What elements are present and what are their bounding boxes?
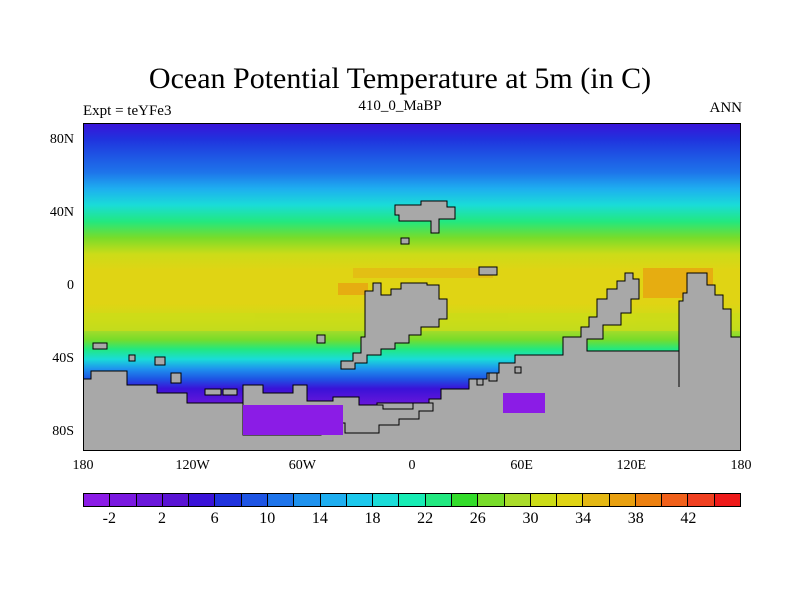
season-label: ANN bbox=[709, 100, 743, 116]
colorbar-tick-label: 10 bbox=[259, 510, 276, 527]
land-small bbox=[400, 237, 410, 245]
land-islet bbox=[154, 356, 166, 366]
land-islet bbox=[222, 388, 238, 396]
lon-tick-label: 0 bbox=[408, 458, 416, 473]
lat-tick-label: 80N bbox=[49, 132, 74, 148]
cold-patch bbox=[243, 393, 545, 435]
cold-water bbox=[243, 405, 343, 435]
colorbar-swatch bbox=[373, 494, 400, 506]
colorbar-tick-label: 38 bbox=[627, 510, 644, 527]
colorbar-swatch bbox=[504, 494, 531, 506]
lon-tick-label: 180 bbox=[730, 458, 752, 473]
lon-tick-label: 120E bbox=[616, 458, 647, 473]
colorbar-swatch bbox=[241, 494, 268, 506]
map-frame bbox=[83, 123, 741, 451]
land-islet bbox=[92, 342, 108, 350]
land-central bbox=[340, 282, 448, 370]
land-islet bbox=[128, 354, 136, 362]
colorbar-tick-label: 18 bbox=[364, 510, 381, 527]
land-islet bbox=[170, 372, 182, 384]
lat-tick-label: 40S bbox=[52, 350, 74, 366]
colorbar-swatch bbox=[162, 494, 190, 506]
colorbar-swatch bbox=[714, 494, 741, 506]
experiment-label: Expt = teYFe3 bbox=[83, 103, 172, 119]
cold-water bbox=[503, 393, 545, 413]
colorbar-tick-label: -2 bbox=[102, 510, 116, 527]
colorbar-swatch bbox=[557, 494, 584, 506]
lat-tick-label: 80S bbox=[52, 423, 74, 439]
lon-tick-label: 60E bbox=[510, 458, 533, 473]
land-islet bbox=[316, 334, 326, 344]
colorbar-tick-label: 22 bbox=[417, 510, 434, 527]
lon-tick-label: 120W bbox=[175, 458, 210, 473]
colorbar-tick-label: 34 bbox=[575, 510, 592, 527]
colorbar-swatch bbox=[346, 494, 374, 506]
colorbar-swatch bbox=[399, 494, 426, 506]
colorbar-swatch bbox=[215, 494, 242, 506]
temperature-map bbox=[83, 123, 741, 451]
colorbar-tick-label: 2 bbox=[157, 510, 166, 527]
time-label: 410_0_MaBP bbox=[358, 98, 442, 114]
warm-patch bbox=[338, 283, 368, 295]
colorbar-tick-label: 26 bbox=[469, 510, 486, 527]
land-east bbox=[83, 272, 741, 451]
land-islet bbox=[476, 378, 484, 386]
colorbar-tick-label: 14 bbox=[311, 510, 328, 527]
colorbar-swatch bbox=[267, 494, 295, 506]
colorbar-swatch bbox=[478, 494, 505, 506]
colorbar-swatch bbox=[451, 494, 479, 506]
land-north bbox=[394, 200, 456, 234]
colorbar-swatch bbox=[635, 494, 663, 506]
colorbar-swatch bbox=[84, 494, 111, 506]
colorbar bbox=[83, 493, 741, 507]
colorbar-swatch bbox=[662, 494, 689, 506]
lon-tick-label: 60W bbox=[288, 458, 316, 473]
colorbar-swatch bbox=[320, 494, 347, 506]
colorbar-swatch bbox=[688, 494, 715, 506]
land-islet bbox=[514, 366, 522, 374]
lat-tick-label: 40N bbox=[49, 205, 74, 221]
colorbar-swatch bbox=[189, 494, 216, 506]
plot-title: Ocean Potential Temperature at 5m (in C) bbox=[148, 62, 652, 95]
colorbar-swatch bbox=[110, 494, 137, 506]
colorbar-swatch bbox=[425, 494, 452, 506]
colorbar-swatch bbox=[136, 494, 163, 506]
land-islet bbox=[204, 388, 222, 396]
land-islet bbox=[478, 266, 498, 276]
colorbar-swatch bbox=[609, 494, 636, 506]
colorbar-swatch bbox=[583, 494, 610, 506]
land-islet bbox=[488, 372, 498, 382]
colorbar-swatch bbox=[294, 494, 321, 506]
colorbar-tick-label: 6 bbox=[210, 510, 219, 527]
warm-patch bbox=[353, 268, 493, 278]
lat-tick-label: 0 bbox=[67, 278, 74, 293]
colorbar-tick-label: 30 bbox=[522, 510, 539, 527]
colorbar-tick-label: 42 bbox=[680, 510, 697, 527]
lon-tick-label: 180 bbox=[72, 458, 94, 473]
colorbar-swatch bbox=[530, 494, 558, 506]
